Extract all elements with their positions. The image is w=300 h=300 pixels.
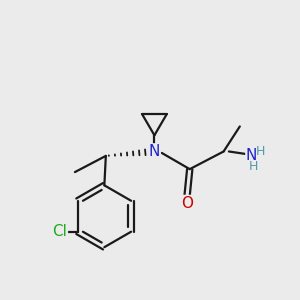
Text: N: N bbox=[149, 144, 160, 159]
Text: H: H bbox=[248, 160, 258, 173]
Text: O: O bbox=[181, 196, 193, 211]
Text: H: H bbox=[256, 145, 265, 158]
Text: N: N bbox=[246, 148, 257, 163]
Text: Cl: Cl bbox=[52, 224, 68, 239]
